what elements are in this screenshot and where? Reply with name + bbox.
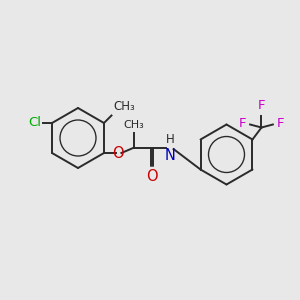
Text: F: F <box>277 117 284 130</box>
Text: F: F <box>258 99 265 112</box>
Text: N: N <box>164 148 175 164</box>
Text: H: H <box>166 133 174 146</box>
Text: CH₃: CH₃ <box>113 100 135 113</box>
Text: O: O <box>147 169 158 184</box>
Text: O: O <box>112 146 123 160</box>
Text: Cl: Cl <box>28 116 41 130</box>
Text: F: F <box>239 117 247 130</box>
Text: CH₃: CH₃ <box>124 120 144 130</box>
